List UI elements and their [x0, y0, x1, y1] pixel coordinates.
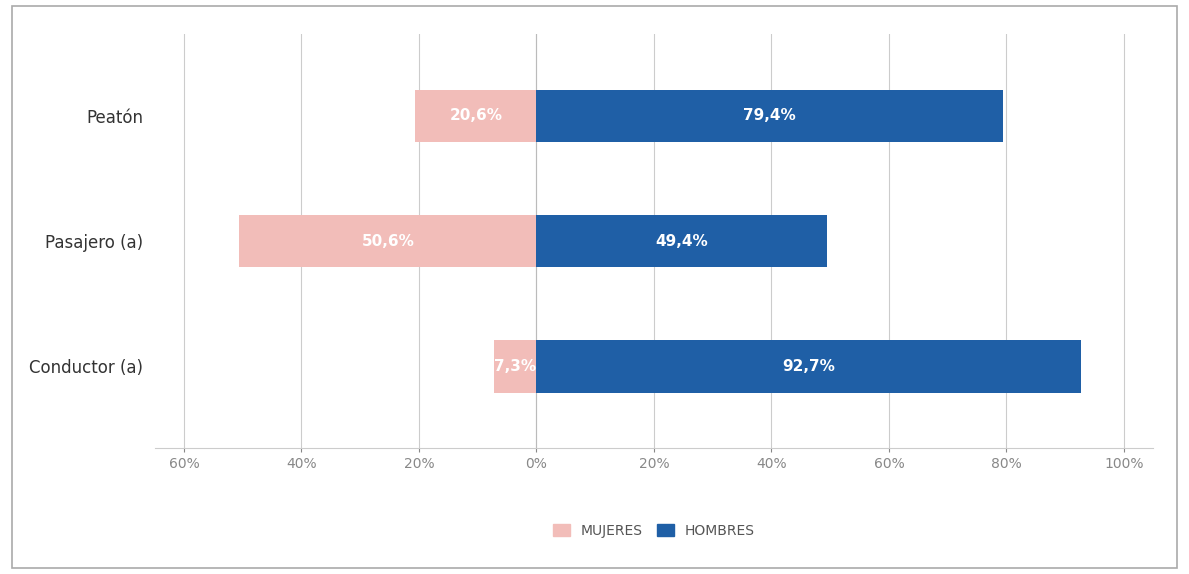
Text: 20,6%: 20,6% [449, 108, 503, 123]
Text: 49,4%: 49,4% [655, 234, 707, 249]
Text: 7,3%: 7,3% [493, 359, 536, 374]
Bar [536, 90, 1004, 142]
Bar [536, 340, 1081, 393]
Bar [239, 215, 536, 267]
Legend: MUJERES, HOMBRES: MUJERES, HOMBRES [548, 518, 760, 543]
Bar [415, 90, 536, 142]
Bar [536, 215, 826, 267]
Text: 50,6%: 50,6% [361, 234, 414, 249]
Bar [493, 340, 536, 393]
Text: 92,7%: 92,7% [782, 359, 835, 374]
Text: 79,4%: 79,4% [743, 108, 797, 123]
